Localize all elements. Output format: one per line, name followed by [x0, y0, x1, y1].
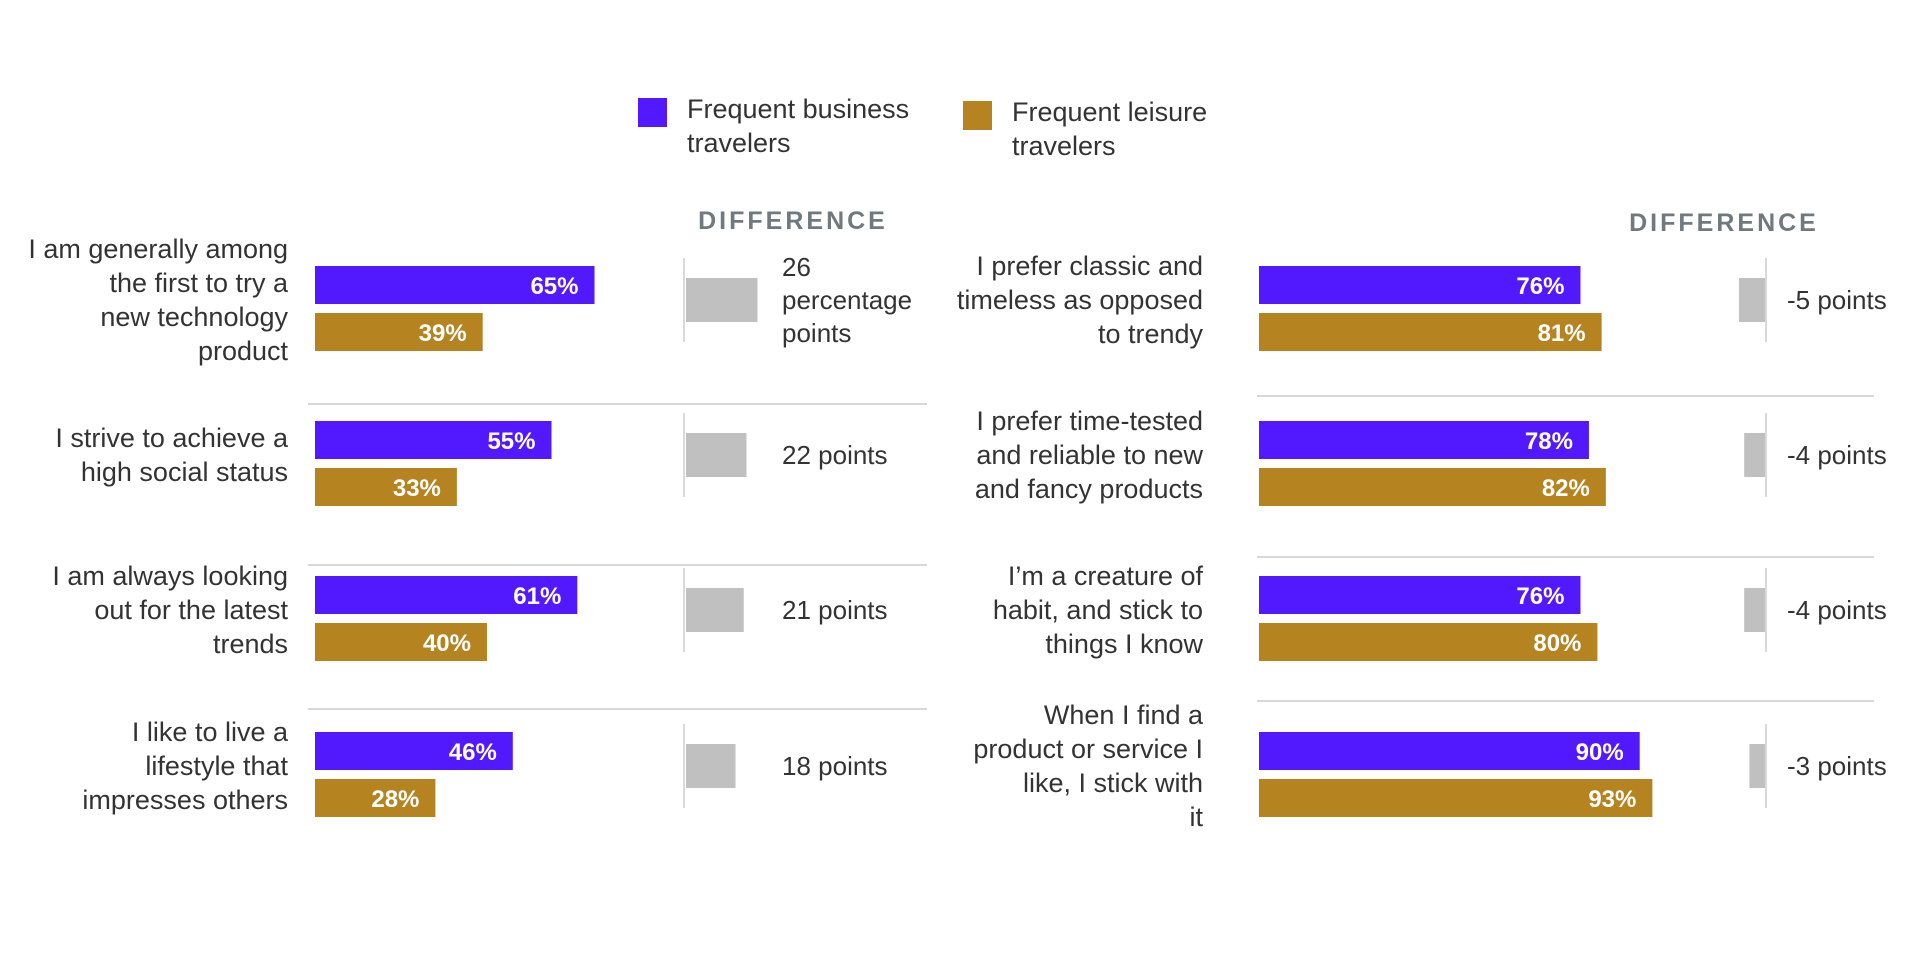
bar-leisure: [1259, 468, 1606, 506]
category-label: product or service I: [973, 734, 1203, 764]
bar-business: [1259, 576, 1581, 614]
category-label: the first to try a: [109, 268, 289, 298]
difference-bar: [686, 433, 747, 477]
difference-bar: [686, 744, 736, 788]
category-label: like, I stick with: [1023, 768, 1203, 798]
data-label-business: 61%: [513, 583, 561, 610]
category-label: I prefer classic and: [976, 251, 1203, 281]
legend-label-business: Frequent business travelers: [687, 94, 910, 158]
category-label: impresses others: [82, 785, 288, 815]
difference-heading: DIFFERENCE: [1629, 209, 1819, 237]
category-label: lifestyle that: [145, 751, 288, 781]
difference-label: points: [782, 318, 851, 348]
category-label: I prefer time-tested: [976, 406, 1203, 436]
difference-bar: [1749, 744, 1765, 788]
bar-business: [1259, 266, 1581, 304]
data-label-business: 76%: [1516, 583, 1564, 610]
category-label: high social status: [81, 457, 288, 487]
bar-business: [1259, 732, 1640, 770]
difference-label: 26: [782, 252, 811, 282]
bar-business: [315, 732, 513, 770]
data-label-leisure: 81%: [1538, 320, 1586, 347]
difference-label: -4 points: [1787, 595, 1887, 625]
bar-leisure: [315, 468, 457, 506]
bar-leisure: [1259, 779, 1653, 817]
data-label-business: 76%: [1516, 273, 1564, 300]
category-label: and reliable to new: [976, 440, 1203, 470]
category-label: I strive to achieve a: [55, 423, 289, 453]
data-label-leisure: 28%: [371, 786, 419, 813]
difference-label: percentage: [782, 285, 912, 315]
bar-leisure: [315, 313, 483, 351]
category-label: to trendy: [1098, 319, 1204, 349]
data-label-leisure: 39%: [419, 320, 467, 347]
bar-leisure: [315, 779, 436, 817]
category-label: product: [198, 336, 289, 366]
category-label: out for the latest: [94, 595, 288, 625]
category-label: things I know: [1045, 629, 1203, 659]
category-label: and fancy products: [975, 474, 1203, 504]
data-label-leisure: 33%: [393, 475, 441, 502]
difference-heading: DIFFERENCE: [698, 207, 888, 235]
legend-swatch-business: [638, 98, 667, 127]
category-label: I’m a creature of: [1008, 561, 1204, 591]
difference-bar: [1744, 588, 1765, 632]
data-label-business: 46%: [449, 739, 497, 766]
difference-label: -3 points: [1787, 751, 1887, 781]
legend-label-leisure: Frequent leisure travelers: [1012, 97, 1208, 161]
category-label: I am generally among: [28, 234, 288, 264]
bar-business: [315, 421, 552, 459]
legend: Frequent business travelers Frequent lei…: [0, 0, 1920, 200]
difference-label: -4 points: [1787, 440, 1887, 470]
bar-leisure: [315, 623, 487, 661]
difference-label: 21 points: [782, 595, 888, 625]
data-label-business: 78%: [1525, 428, 1573, 455]
difference-bar: [1739, 278, 1765, 322]
category-label: I am always looking: [52, 561, 288, 591]
category-label: timeless as opposed: [957, 285, 1203, 315]
difference-label: 22 points: [782, 440, 888, 470]
bar-business: [315, 576, 578, 614]
difference-label: 18 points: [782, 751, 888, 781]
category-label: trends: [213, 629, 288, 659]
legend-item-leisure: Frequent leisure travelers: [963, 95, 1262, 163]
difference-bar: [686, 278, 758, 322]
category-label: it: [1190, 802, 1204, 832]
data-label-leisure: 82%: [1542, 475, 1590, 502]
legend-item-business: Frequent business travelers: [638, 92, 937, 160]
bar-business: [315, 266, 595, 304]
data-label-leisure: 80%: [1533, 630, 1581, 657]
difference-label: -5 points: [1787, 285, 1887, 315]
data-label-leisure: 93%: [1588, 786, 1636, 813]
category-label: habit, and stick to: [993, 595, 1203, 625]
difference-bar: [686, 588, 744, 632]
bar-leisure: [1259, 313, 1602, 351]
data-label-business: 65%: [530, 273, 578, 300]
difference-bar: [1744, 433, 1765, 477]
legend-swatch-leisure: [963, 101, 992, 130]
category-label: new technology: [100, 302, 288, 332]
bar-leisure: [1259, 623, 1598, 661]
category-label: I like to live a: [132, 717, 289, 747]
category-label: When I find a: [1044, 700, 1204, 730]
data-label-business: 55%: [487, 428, 535, 455]
bar-business: [1259, 421, 1589, 459]
data-label-business: 90%: [1576, 739, 1624, 766]
data-label-leisure: 40%: [423, 630, 471, 657]
